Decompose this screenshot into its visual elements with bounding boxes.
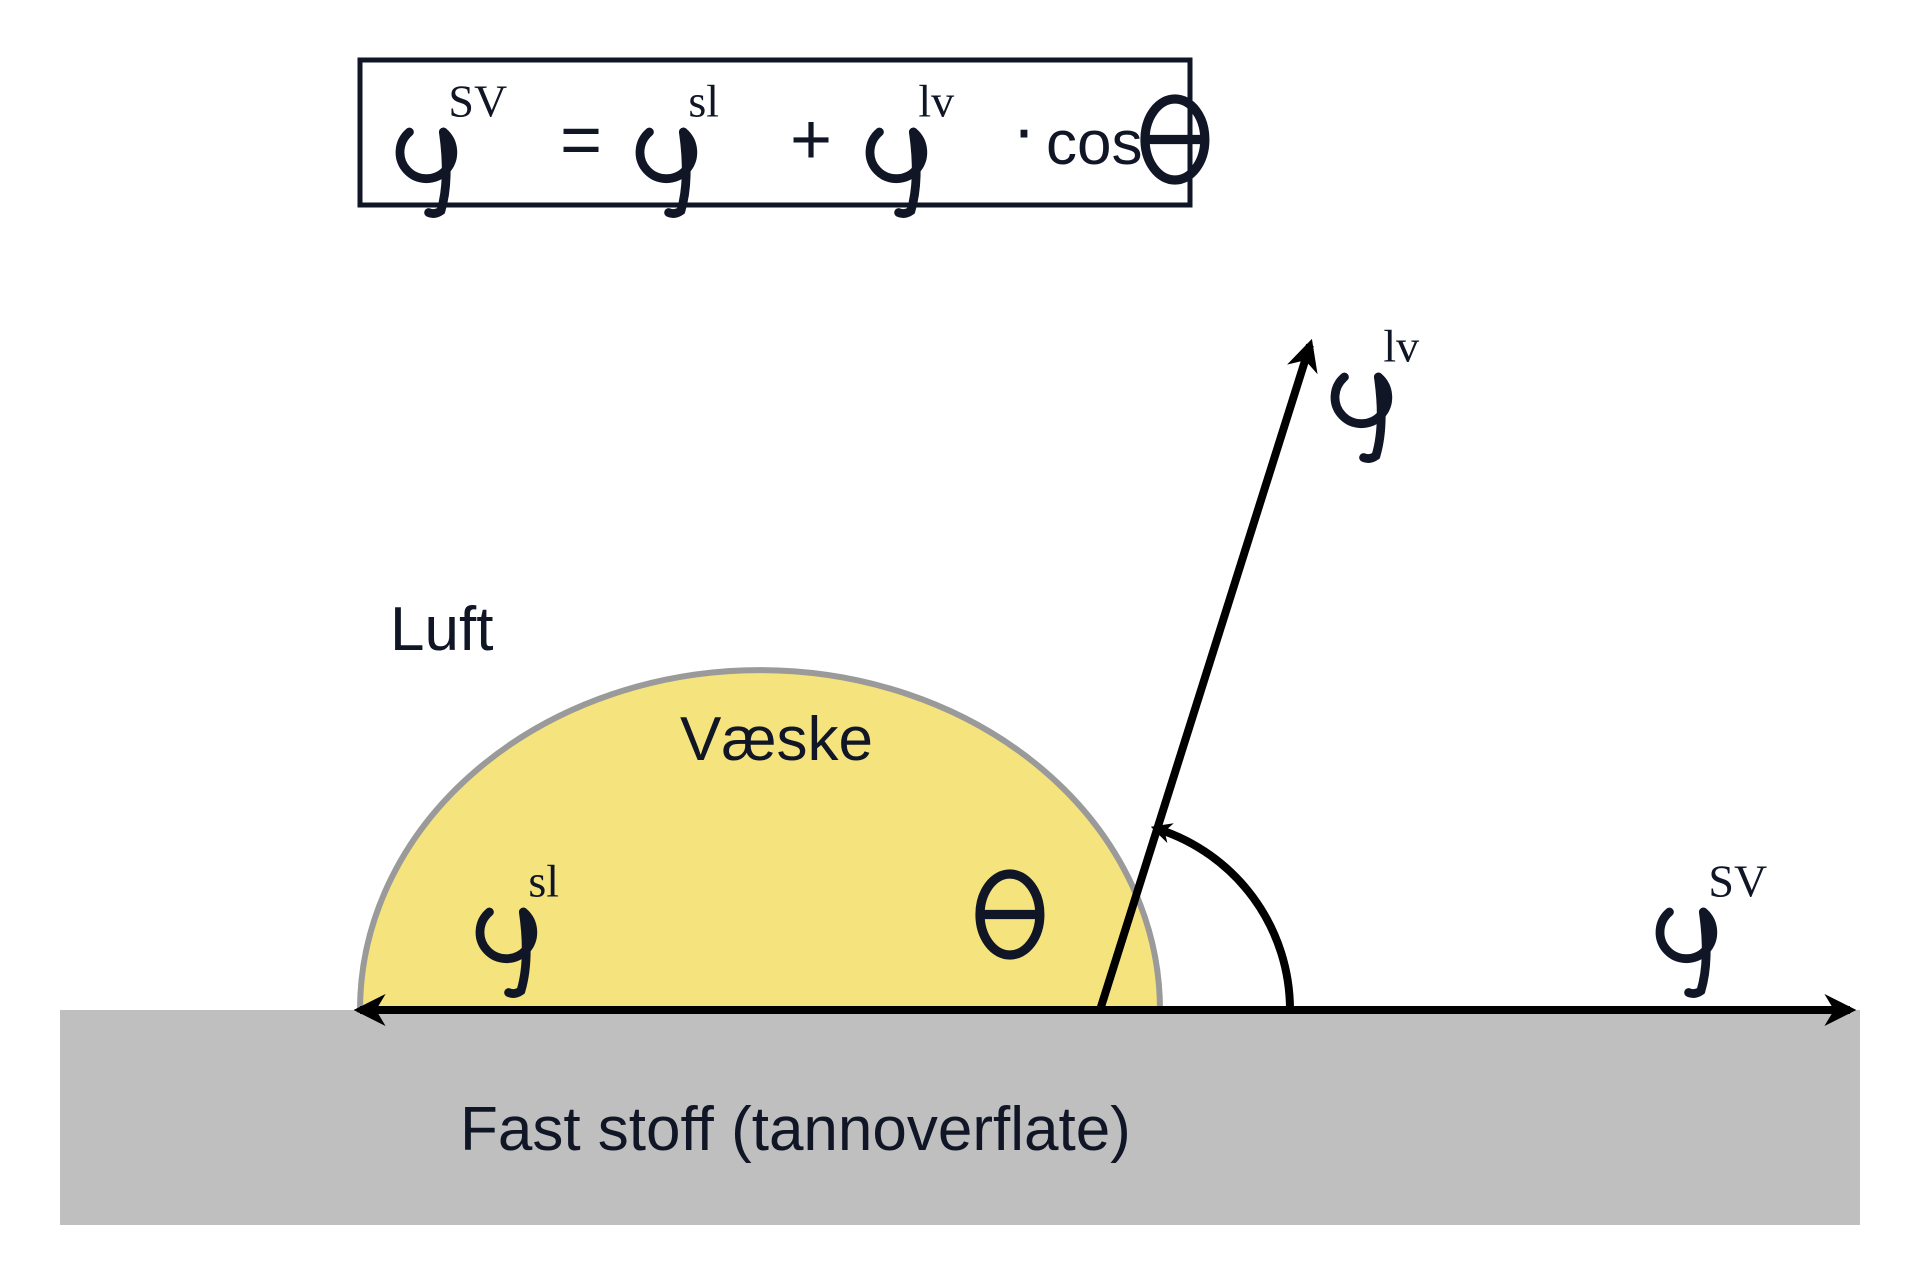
label-solid: Fast stoff (tannoverflate) [460, 1095, 1131, 1164]
eq-gamma-sup-2: sl [688, 76, 719, 127]
eq-gamma-sup-4: lv [918, 76, 954, 127]
gamma-label-sv [1660, 912, 1713, 993]
eq-text-5: · [1012, 90, 1036, 170]
eq-text-3: + [790, 100, 832, 180]
diagram-svg: sl SV lv Luft Væske Fast stoff (tannoverflate… [0, 0, 1920, 1288]
eq-text-1: = [560, 100, 602, 180]
gamma-label-sv-superscript: SV [1708, 856, 1767, 907]
eq-gamma-sup-0: SV [448, 76, 507, 127]
eq-text-6: cos [1046, 109, 1142, 178]
label-vaeske: Væske [680, 705, 873, 774]
label-luft: Luft [390, 595, 493, 664]
gamma-label-sl-superscript: sl [528, 856, 559, 907]
vector-gamma-lv [1100, 345, 1310, 1010]
gamma-label-lv [1335, 377, 1388, 458]
gamma-label-lv-superscript: lv [1383, 321, 1419, 372]
contact-angle-arc [1159, 829, 1290, 1010]
